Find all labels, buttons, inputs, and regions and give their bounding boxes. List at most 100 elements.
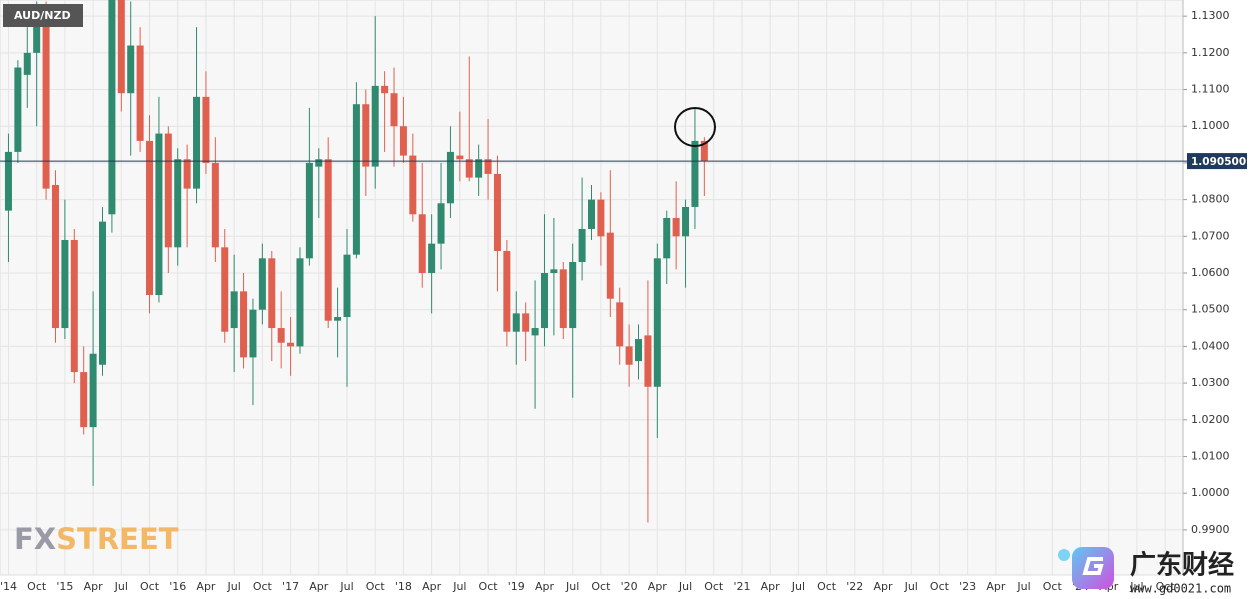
x-tick-label: '22 (846, 580, 863, 593)
candle-body (146, 140, 154, 296)
candle-body (334, 317, 342, 321)
x-tick-label: Oct (366, 580, 386, 593)
x-tick-label: Oct (930, 580, 950, 593)
candle-body (277, 328, 285, 343)
x-tick-label: Apr (874, 580, 894, 593)
x-tick-label: Apr (761, 580, 781, 593)
logo-url: www.gd0021.com (1130, 582, 1231, 596)
x-tick-label: Oct (591, 580, 611, 593)
candle-body (503, 250, 511, 332)
x-tick-label: '18 (395, 580, 412, 593)
candle-body (296, 258, 304, 347)
watermark: FXSTREET (14, 522, 179, 556)
candle-body (127, 45, 135, 94)
candle-body (635, 339, 643, 362)
x-tick-label: Apr (84, 580, 104, 593)
candle-body (258, 258, 266, 310)
candle-body (108, 0, 116, 215)
candle-body (700, 140, 708, 162)
candle-body (51, 184, 59, 329)
x-tick-label: Jul (452, 580, 466, 593)
x-tick-label: Oct (140, 580, 160, 593)
candle-body (625, 346, 633, 365)
y-tick-label: 1.0000 (1191, 486, 1230, 499)
candle-body (70, 239, 78, 373)
candles (4, 0, 708, 523)
x-tick-label: Jul (678, 580, 692, 593)
x-tick-label: Oct (253, 580, 273, 593)
candle-body (644, 335, 652, 387)
candle-body (324, 159, 332, 321)
candle-body (42, 23, 50, 189)
candle-body (437, 203, 445, 244)
x-tick-label: '15 (56, 580, 73, 593)
y-tick-label: 1.0200 (1191, 413, 1230, 426)
x-tick-label: Jul (339, 580, 353, 593)
candle-body (80, 372, 88, 428)
candle-body (352, 104, 360, 255)
candle-body (399, 126, 407, 156)
candle-body (531, 328, 539, 336)
candle-body (381, 85, 389, 94)
candle-body (221, 247, 229, 332)
candle-body (606, 232, 614, 299)
y-tick-label: 1.1000 (1191, 119, 1230, 132)
candle-body (89, 353, 97, 428)
candle-body (682, 206, 690, 237)
x-tick-label: Jul (565, 580, 579, 593)
x-tick-label: Apr (535, 580, 555, 593)
logo: 广东财经 www.gd0021.com (1058, 547, 1234, 596)
candle-body (202, 96, 210, 163)
candle-body (475, 159, 483, 178)
x-tick-label: Apr (196, 580, 216, 593)
candle-body (588, 199, 595, 229)
candle-body (578, 228, 586, 262)
candle-body (193, 96, 201, 189)
y-tick-label: 1.0300 (1191, 376, 1230, 389)
x-tick-label: Oct (817, 580, 837, 593)
logo-dot (1058, 549, 1070, 561)
logo-icon (1072, 547, 1114, 589)
candle-body (428, 243, 436, 274)
x-tick-label: '17 (282, 580, 299, 593)
y-tick-label: 1.0800 (1191, 193, 1230, 206)
x-tick-label: '19 (508, 580, 525, 593)
candle-body (230, 291, 238, 329)
x-tick-label: '21 (733, 580, 750, 593)
candle-body (23, 52, 31, 75)
last-price-label: 1.090500 (1191, 156, 1246, 168)
candle-body (493, 173, 501, 251)
candle-body (522, 313, 530, 332)
candle-body (540, 273, 548, 329)
y-tick-label: 0.9900 (1191, 523, 1230, 536)
x-tick-label: '14 (0, 580, 17, 593)
candle-body (597, 199, 605, 237)
y-tick-label: 1.1300 (1191, 9, 1230, 22)
x-tick-label: '23 (959, 580, 976, 593)
x-tick-label: Oct (1043, 580, 1063, 593)
candle-body (174, 159, 182, 248)
candle-body (249, 309, 257, 358)
watermark-street: STREET (56, 522, 179, 556)
y-tick-label: 1.0700 (1191, 229, 1230, 242)
x-tick-label: Jul (1129, 580, 1143, 593)
chart-title: AUD/NZD (14, 9, 71, 22)
x-tick-label: Apr (309, 580, 329, 593)
candle-body (136, 45, 144, 141)
candle-body (164, 133, 172, 248)
candle-body (512, 313, 520, 332)
symbol-badge (3, 4, 83, 27)
candle-body (61, 239, 69, 329)
candle-body (14, 67, 22, 152)
candle-body (33, 16, 41, 53)
x-tick-label: Jul (904, 580, 918, 593)
candle-body (305, 162, 313, 259)
x-tick-label: Oct (479, 580, 499, 593)
logo-name: 广东财经 (1130, 550, 1234, 581)
x-tick-label: Jul (114, 580, 128, 593)
candle-body (4, 151, 12, 211)
candle-body (240, 291, 248, 358)
candle-body (550, 269, 558, 274)
candle-body (315, 159, 323, 167)
candle-body (287, 342, 295, 347)
